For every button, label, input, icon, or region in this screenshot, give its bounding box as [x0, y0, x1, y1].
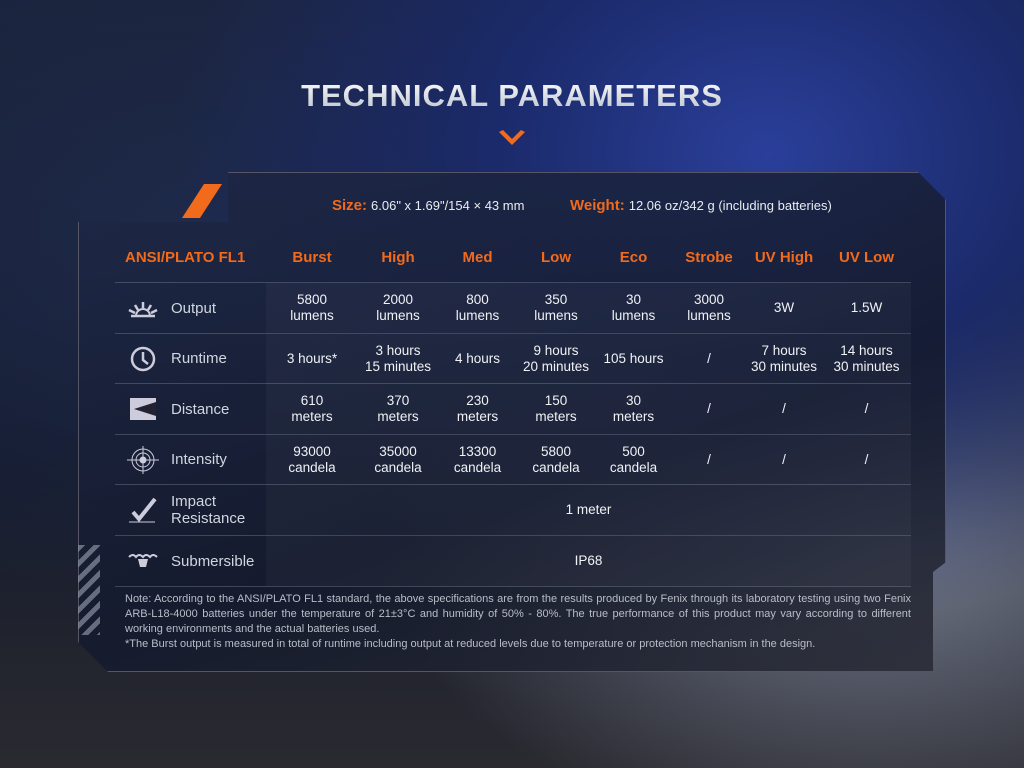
table-cell: /: [782, 401, 786, 417]
page-title: TECHNICAL PARAMETERS: [0, 78, 1024, 114]
table-cell: 30 meters: [612, 393, 655, 425]
table-cell: /: [864, 401, 869, 417]
table-row: Submersible IP68: [115, 535, 911, 586]
table-row: Runtime 3 hours* 3 hours 15 minutes 4 hours…: [115, 332, 911, 384]
row-label: Intensity: [115, 435, 266, 485]
table-cell: 500 candela: [609, 443, 658, 475]
column-header-burst: Burst: [292, 248, 332, 266]
table-cell: 610 meters: [291, 393, 333, 425]
column-header-low: Low: [541, 248, 571, 266]
row-label-text: Submersible: [171, 552, 255, 570]
column-header-uv-low: UV Low: [839, 248, 894, 266]
table-cell: 3W: [773, 300, 795, 315]
table-cell: 150 meters: [535, 393, 577, 425]
table-cell: 13300 candela: [453, 443, 502, 475]
table-bottom-rule: [115, 585, 911, 587]
decorative-tab: [182, 184, 222, 218]
table-cell: 370 meters: [377, 393, 419, 425]
target-icon: [127, 445, 159, 474]
table-row: Distance 610 meters 370 meters 230 meters 15…: [115, 383, 911, 434]
row-label-text: Impact Resistance: [171, 493, 246, 528]
impact-icon: [129, 498, 157, 523]
table-cell: 800 lumens: [455, 292, 500, 323]
row-label: Impact Resistance: [115, 485, 266, 535]
table-cell-span: 1 meter: [565, 502, 612, 518]
table-cell: /: [864, 451, 869, 467]
row-label: Distance: [115, 384, 266, 434]
column-header-high: High: [381, 248, 415, 266]
weight-info: Weight: 12.06 oz/342 g (including batteri…: [570, 197, 832, 214]
row-label: Runtime: [115, 334, 266, 384]
table-cell: 5800 lumens: [290, 292, 334, 323]
column-header-strobe: Strobe: [685, 248, 733, 266]
table-row: Impact Resistance 1 meter: [115, 484, 911, 535]
table-cell: 2000 lumens: [376, 292, 420, 323]
table-cell: /: [707, 350, 711, 366]
row-label-text: Distance: [171, 400, 230, 418]
table-cell: 9 hours 20 minutes: [522, 342, 590, 374]
table-cell: 7 hours 30 minutes: [750, 342, 818, 374]
column-header-med: Med: [462, 248, 493, 266]
row-label-text: Runtime: [171, 350, 227, 368]
size-info: Size: 6.06" x 1.69"/154 × 43 mm: [332, 197, 525, 214]
row-label-text: Output: [171, 299, 217, 317]
sunburst-icon: [128, 302, 158, 318]
table-row: Intensity 93000 candela 35000 candela 13300…: [115, 433, 911, 485]
row-label: Output: [115, 283, 266, 333]
table-cell: 105 hours: [603, 350, 664, 366]
table-cell: 3000 lumens: [687, 292, 731, 323]
table-cell: 4 hours: [454, 350, 501, 366]
table-cell: 350 lumens: [534, 292, 578, 323]
burst-note-text: *The Burst output is measured in total o…: [125, 638, 816, 650]
table-cell: 230 meters: [456, 393, 499, 425]
footnote: Note: According to the ANSI/PLATO FL1 st…: [125, 592, 911, 652]
table-cell: 5800 candela: [532, 443, 580, 475]
table-cell: 30 lumens: [611, 292, 656, 323]
distance-icon: [130, 398, 156, 421]
table-cell: 1.5W: [850, 300, 883, 315]
table-cell-span: IP68: [574, 553, 603, 568]
column-header-uv-high: UV High: [754, 248, 814, 266]
table-cell: 3 hours*: [286, 350, 338, 366]
table-standard-header: ANSI/PLATO FL1: [125, 248, 246, 266]
table-cell: 14 hours 30 minutes: [833, 342, 900, 374]
table-cell: 35000 candela: [374, 443, 422, 475]
table-cell: 3 hours 15 minutes: [364, 342, 432, 374]
table-cell: /: [782, 451, 786, 467]
chevron-down-icon: [499, 130, 525, 145]
clock-icon: [130, 346, 156, 371]
column-header-eco: Eco: [619, 248, 648, 266]
water-icon: [128, 554, 158, 567]
row-label: Submersible: [115, 536, 266, 586]
decorative-stripes: [78, 545, 100, 635]
note-text: Note: According to the ANSI/PLATO FL1 st…: [125, 593, 911, 635]
table-row: Output 5800 lumens 2000 lumens 800 lumens 35…: [115, 282, 911, 333]
table-cell: 93000 candela: [288, 443, 336, 475]
row-label-text: Intensity: [171, 451, 227, 469]
table-cell: /: [707, 451, 711, 467]
spec-panel: [78, 172, 946, 672]
table-cell: /: [707, 401, 711, 417]
